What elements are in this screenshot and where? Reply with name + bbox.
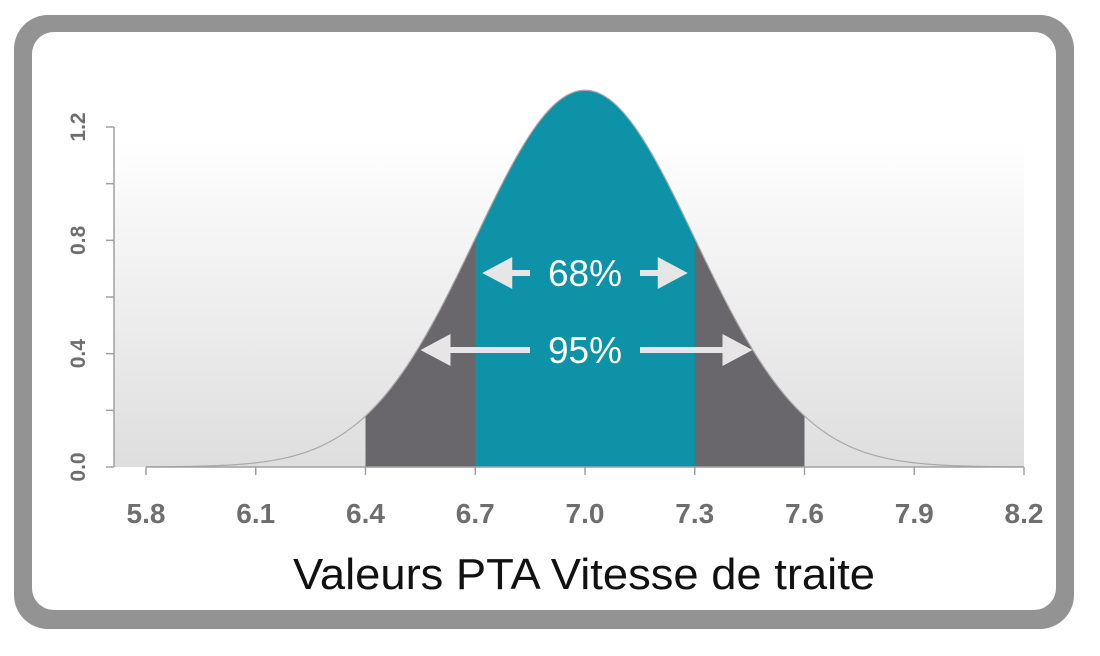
y-tick-label: 0.8: [67, 225, 90, 255]
y-axis: 0.0 0.4 0.8 1.2: [67, 112, 115, 482]
x-tick-label: 6.7: [456, 498, 495, 529]
x-tick-label: 6.4: [346, 498, 385, 529]
x-tick-label: 7.3: [675, 498, 714, 529]
x-tick-label: 7.6: [785, 498, 824, 529]
arrow-68-right-head: [657, 257, 688, 289]
chart-frame: 0.0 0.4 0.8 1.2 5.8 6.1 6.4 6.7 7.0 7.3 7.6 7.9 8.2…: [14, 15, 1074, 629]
x-axis: 5.8 6.1 6.4 6.7 7.0 7.3 7.6 7.9 8.2: [127, 466, 1044, 529]
bands-layer: [365, 90, 805, 467]
chart-panel: 0.0 0.4 0.8 1.2 5.8 6.1 6.4 6.7 7.0 7.3 7.6 7.9 8.2…: [32, 32, 1056, 610]
band-area-68: [475, 90, 695, 467]
y-tick-label: 0.0: [67, 452, 90, 481]
band-arrows: [420, 257, 753, 366]
x-axis-title: Valeurs PTA Vitesse de traite: [293, 550, 875, 599]
distribution-chart: 0.0 0.4 0.8 1.2 5.8 6.1 6.4 6.7 7.0 7.3 7.6 7.9 8.2…: [67, 89, 1044, 599]
band-label-68: 68%: [548, 253, 622, 294]
x-tick-label: 7.0: [566, 498, 605, 529]
y-tick-label: 0.4: [67, 339, 90, 369]
x-tick-label: 6.1: [236, 498, 275, 529]
density-curve: [145, 89, 1025, 468]
x-tick-label: 5.8: [127, 498, 166, 529]
x-tick-label: 8.2: [1005, 498, 1044, 529]
arrow-95-right-head: [722, 334, 753, 366]
band-label-95: 95%: [548, 330, 622, 371]
y-tick-label: 1.2: [67, 112, 90, 141]
x-tick-label: 7.9: [895, 498, 934, 529]
arrow-95-left-head: [420, 334, 451, 366]
arrow-68-left-head: [482, 257, 513, 289]
